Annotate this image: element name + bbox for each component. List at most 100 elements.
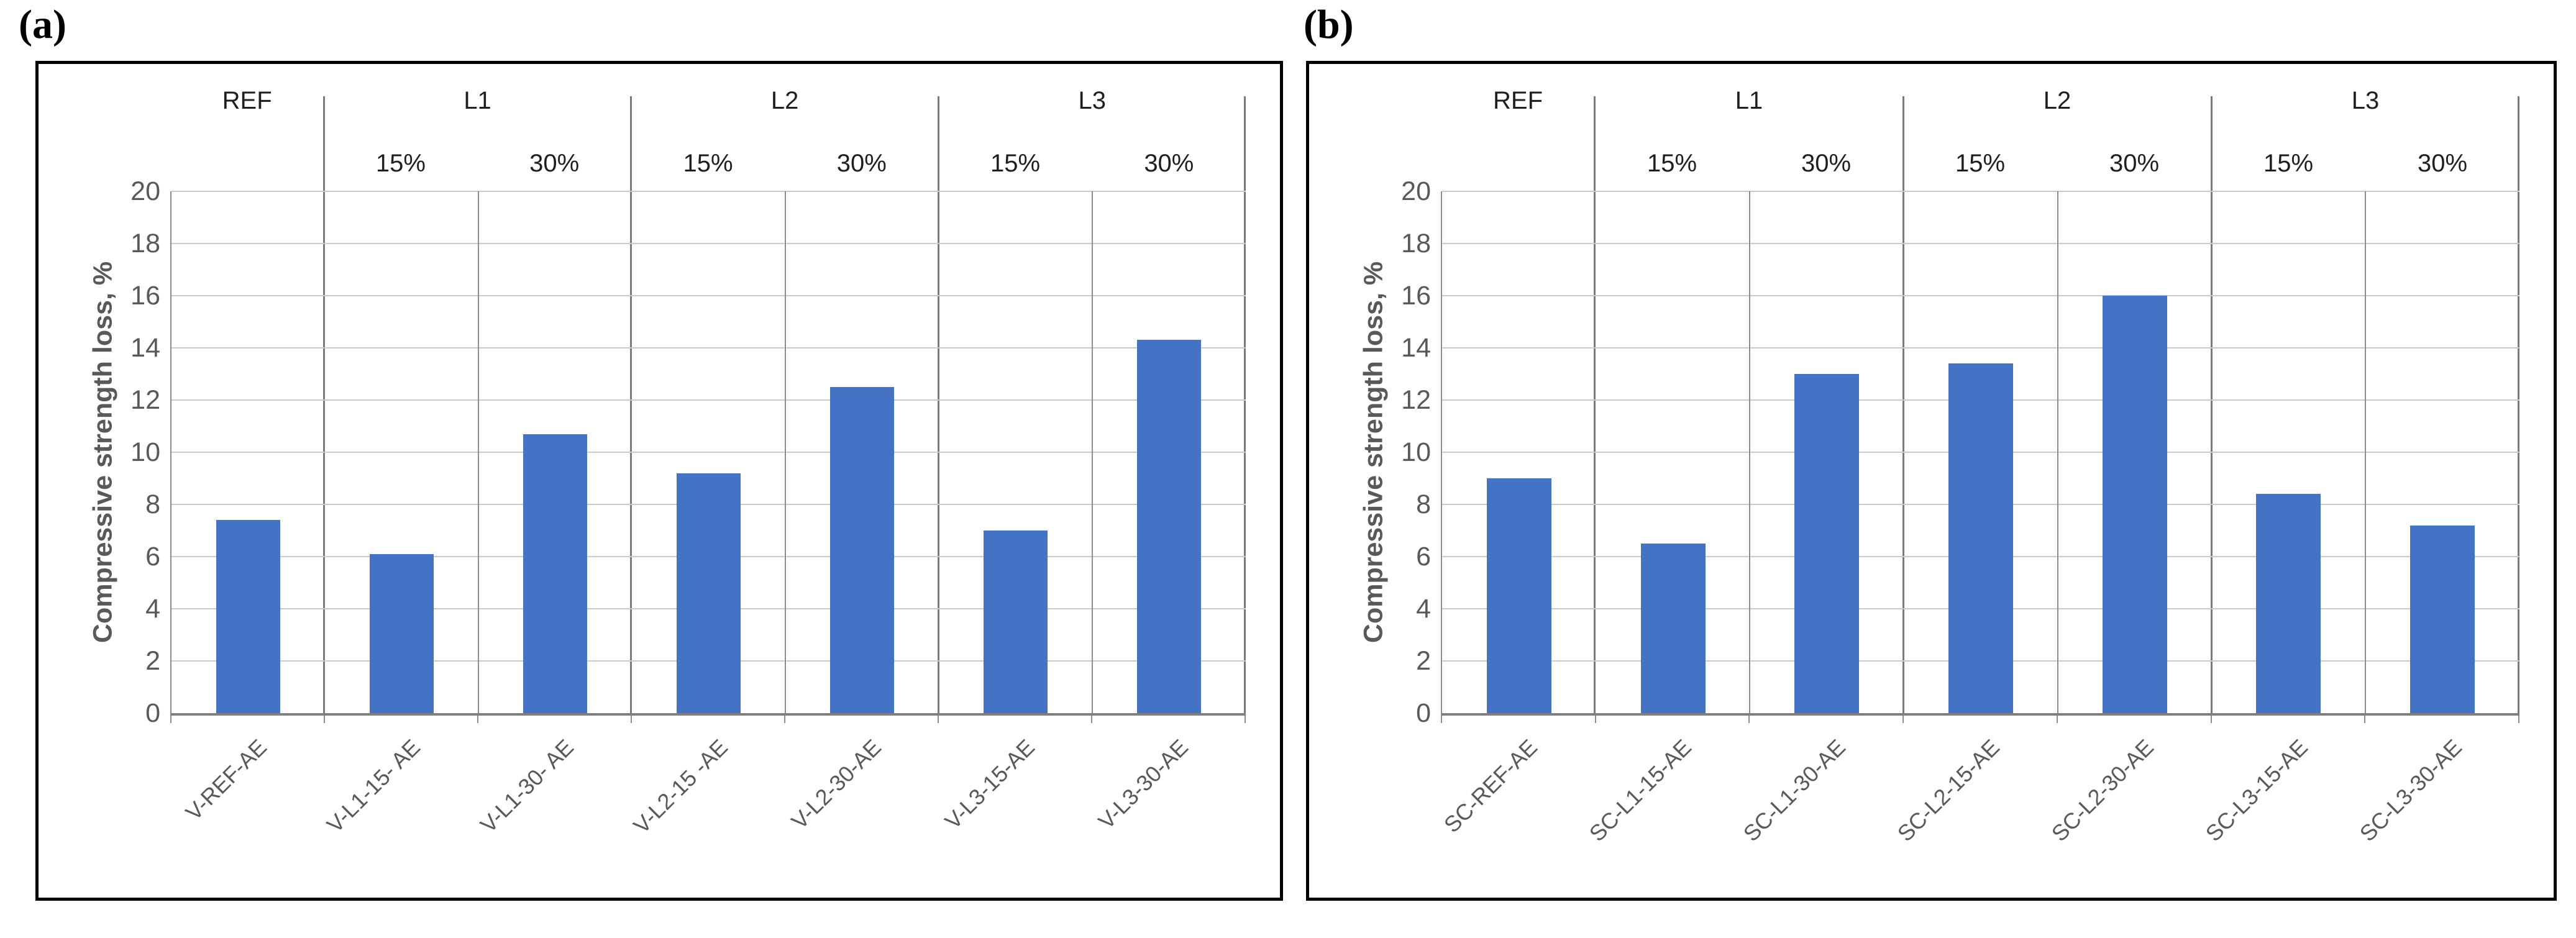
y-tick-label: 2 [1416,646,1431,676]
group-label: L2 [770,86,799,114]
column-line [1749,191,1751,713]
category-label: SC-L3-30-AE [2354,734,2467,847]
group-separator-line [1594,96,1596,713]
axis-tick [1594,716,1596,723]
bar [829,387,895,713]
percent-label: 15% [683,149,733,177]
gridline [171,347,1246,348]
percent-label: 30% [2417,149,2468,177]
column-line [2057,191,2058,713]
category-label-layer: V-REF-AE V-L1-15- AE V-L1-30- AE V-L2-15 -A… [170,726,1246,903]
bar [1486,478,1551,713]
gridline [171,295,1246,296]
bar [216,520,281,713]
plot-area [1441,191,2519,723]
column-line [784,191,786,713]
percent-label: 15% [1647,149,1697,177]
axis-tick [2056,716,2058,723]
bar [2410,525,2475,713]
y-tick-label: 0 [1416,698,1431,728]
bar [369,553,434,713]
bar [1794,374,1860,713]
percent-label: 30% [836,149,887,177]
y-tick-label: 6 [145,542,160,571]
y-tick-label: 6 [1416,542,1431,571]
gridline [1442,243,2519,244]
group-label: L2 [2043,86,2071,114]
group-label: L3 [2351,86,2380,114]
y-tick-label: 14 [1401,333,1431,363]
y-tick-label: 12 [130,385,160,415]
category-label: SC-L2-30-AE [2046,734,2158,847]
y-tick-label: 8 [145,489,160,519]
percent-label: 30% [1801,149,1852,177]
group-label: L3 [1078,86,1106,114]
gridline [171,399,1246,401]
y-tick-label: 2 [145,646,160,676]
y-tick-label: 10 [1401,437,1431,467]
y-tick-layer: 0 2 4 6 8 10 12 14 16 18 20 [39,64,160,898]
axis-tick [170,716,171,723]
axis-tick [1748,716,1750,723]
group-label-row: REF L1 L2 L3 [1441,81,2519,120]
column-line [2365,191,2367,713]
category-label-layer: SC-REF-AE SC-L1-15-AE SC-L1-30-AE SC-L2-15-… [1438,726,2519,903]
axis-tick [1091,716,1092,723]
category-label: SC-L2-15-AE [1892,734,2004,847]
axis-tick [1245,716,1246,723]
category-label: SC-L3-15-AE [2200,734,2313,847]
gridline [171,243,1246,244]
axis-tick [2210,716,2212,723]
axis-tick [1441,716,1442,723]
y-tick-label: 4 [1416,594,1431,624]
y-tick-label: 14 [130,333,160,363]
plot-right-edge-line [2518,96,2519,713]
column-line [477,191,479,713]
y-tick-label: 16 [1401,281,1431,311]
y-tick-label: 10 [130,437,160,467]
category-label: V-L3-15-AE [939,734,1040,834]
group-label: L1 [464,86,491,114]
bar [2102,296,2167,713]
bar [1136,340,1202,713]
group-separator-line [937,96,939,713]
axis-tick [477,716,478,723]
percent-label: 30% [1144,149,1194,177]
separator-layer [170,64,1246,898]
category-label: SC-L1-15-AE [1584,734,1696,847]
plot-right-edge-line [1244,96,1246,713]
axis-tick [938,716,939,723]
percent-label: 15% [2263,149,2314,177]
axis-tick [2518,716,2519,723]
y-tick-label: 4 [145,594,160,624]
axis-tick [323,716,325,723]
axis-tick [631,716,632,723]
group-label: L1 [1735,86,1763,114]
y-tick-label: 16 [130,281,160,311]
axis-tick [2364,716,2366,723]
group-separator-line [322,96,325,713]
panel-label-a: (a) [19,2,66,47]
gridline [171,191,1246,192]
bar [523,434,588,713]
y-tick-label: 18 [130,229,160,258]
chart-panel-a: Compressive strength loss, % REF L1 L2 L3 1… [35,61,1283,901]
group-label-row: REF L1 L2 L3 [170,81,1246,120]
percent-label: 15% [375,149,426,177]
category-label: SC-REF-AE [1438,734,1542,838]
gridline [1442,347,2519,348]
column-line [1092,191,1093,713]
plot-area [170,191,1246,723]
gridline [1442,295,2519,296]
gridline [1442,191,2519,192]
group-label: REF [222,86,272,114]
percent-label: 15% [1955,149,2006,177]
percent-label: 15% [990,149,1041,177]
y-tick-label: 12 [1401,385,1431,415]
category-label: V-L1-30- AE [475,734,579,838]
percent-label-row: 15% 30% 15% 30% 15% 30% [170,145,1246,182]
bar [676,473,741,713]
gridline [171,452,1246,453]
group-separator-line [630,96,633,713]
bar [1948,363,2013,713]
